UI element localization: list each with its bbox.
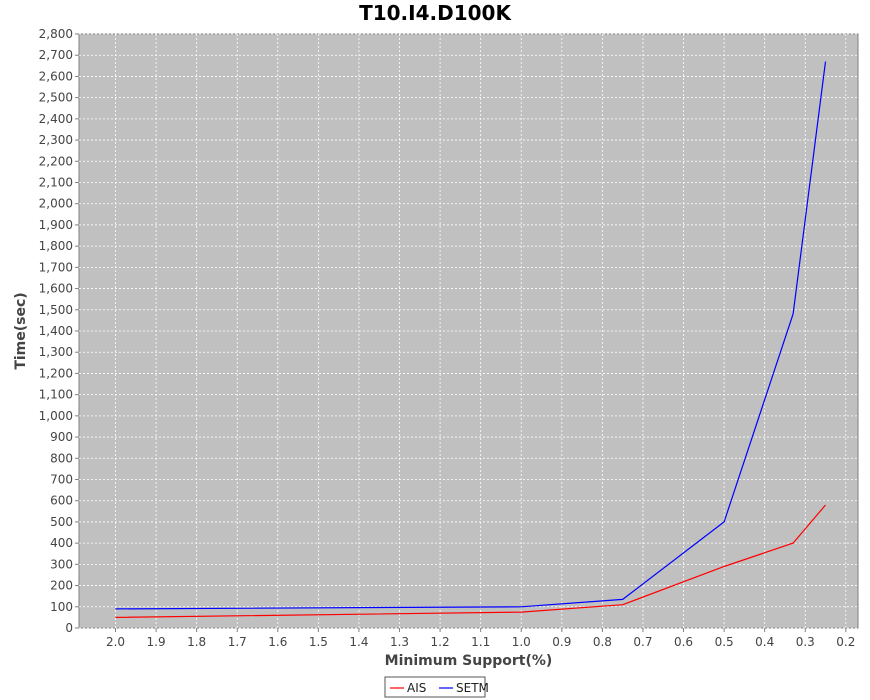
y-tick-label: 1,100 (39, 388, 73, 402)
y-tick-label: 200 (50, 579, 73, 593)
y-tick-label: 2,500 (39, 91, 73, 105)
y-tick-label: 2,100 (39, 176, 73, 190)
x-tick-label: 0.8 (593, 635, 612, 649)
y-tick-label: 2,200 (39, 154, 73, 168)
x-tick-label: 1.0 (512, 635, 531, 649)
y-tick-label: 600 (50, 494, 73, 508)
series-line-ais (115, 504, 826, 618)
x-tick-label: 0.9 (552, 635, 571, 649)
y-tick-label: 1,200 (39, 366, 73, 380)
x-tick-label: 0.7 (633, 635, 652, 649)
y-tick-label: 2,000 (39, 197, 73, 211)
axes: 0 100 200 300 400 500 600 700 800 900 1,000 1,100 1,… (39, 27, 856, 649)
x-tick-label: 1.9 (147, 635, 166, 649)
y-tick-label: 1,300 (39, 345, 73, 359)
y-tick-label: 1,700 (39, 260, 73, 274)
legend-label-ais: AIS (407, 681, 426, 695)
x-tick-label: 0.3 (796, 635, 815, 649)
y-tick-label: 2,400 (39, 112, 73, 126)
y-tick-label: 1,400 (39, 324, 73, 338)
series-lines (115, 61, 827, 618)
y-axis-title: Time(sec) (13, 292, 29, 369)
y-tick-label: 800 (50, 451, 73, 465)
series-line-setm (115, 61, 827, 610)
chart-title: T10.I4.D100K (359, 1, 512, 25)
y-tick-label: 1,500 (39, 303, 73, 317)
x-tick-label: 1.7 (228, 635, 247, 649)
y-tick-label: 1,600 (39, 282, 73, 296)
grid-lines (79, 33, 858, 629)
y-tick-label: 100 (50, 600, 73, 614)
x-tick-label: 1.2 (431, 635, 450, 649)
x-tick-label: 0.4 (755, 635, 774, 649)
x-tick-label: 1.3 (390, 635, 409, 649)
x-axis-title: Minimum Support(%) (385, 653, 553, 669)
legend-box (384, 676, 486, 698)
y-tick-label: 2,800 (39, 27, 73, 41)
y-tick-label: 700 (50, 473, 73, 487)
x-tick-label: 1.5 (309, 635, 328, 649)
x-tick-label: 0.2 (836, 635, 855, 649)
y-tick-label: 1,800 (39, 239, 73, 253)
x-tick-label: 0.6 (674, 635, 693, 649)
x-tick-label: 1.6 (268, 635, 287, 649)
x-tick-label: 2.0 (106, 635, 125, 649)
y-tick-label: 900 (50, 430, 73, 444)
legend: AIS SETM (384, 676, 489, 698)
y-tick-label: 2,300 (39, 133, 73, 147)
y-tick-label: 2,600 (39, 69, 73, 83)
y-tick-label: 1,000 (39, 409, 73, 423)
x-tick-label: 1.8 (187, 635, 206, 649)
x-tick-label: 0.5 (715, 635, 734, 649)
y-tick-label: 1,900 (39, 218, 73, 232)
x-tick-label: 1.1 (471, 635, 490, 649)
x-tick-label: 1.4 (349, 635, 368, 649)
y-tick-label: 0 (65, 621, 73, 635)
y-tick-label: 300 (50, 557, 73, 571)
y-tick-label: 2,700 (39, 48, 73, 62)
y-tick-label: 400 (50, 536, 73, 550)
legend-label-setm: SETM (456, 681, 489, 695)
y-tick-label: 500 (50, 515, 73, 529)
